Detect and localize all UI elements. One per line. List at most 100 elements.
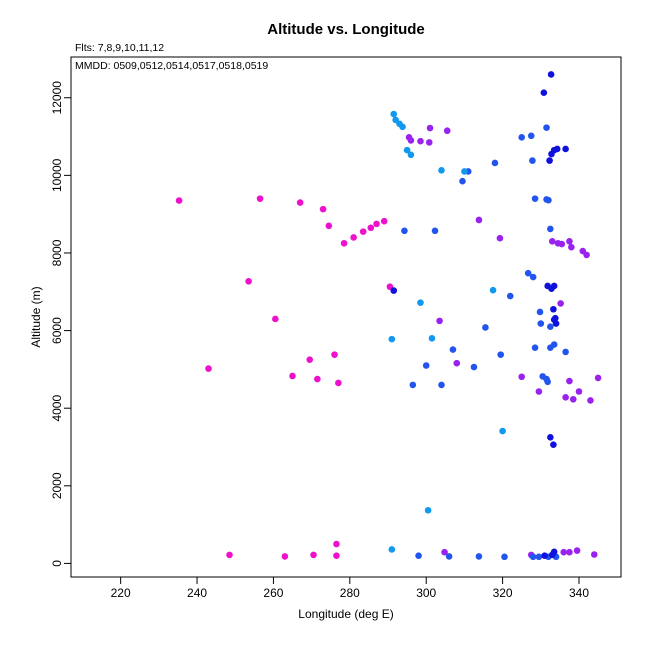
data-point	[390, 287, 398, 294]
data-point	[548, 238, 556, 245]
data-point	[399, 123, 406, 131]
data-point	[529, 273, 537, 281]
data-point	[535, 553, 543, 561]
data-point	[566, 238, 573, 245]
data-point	[340, 239, 348, 247]
plot-frame	[70, 56, 622, 578]
x-tick-label: 300	[416, 586, 436, 600]
x-tick-label: 280	[340, 586, 360, 600]
data-point	[550, 282, 558, 290]
data-point	[491, 159, 499, 167]
data-point	[573, 547, 581, 554]
data-point	[449, 346, 457, 353]
data-point	[461, 168, 468, 175]
y-axis: 0 2000 4000 6000 8000 10000 12000	[50, 81, 71, 567]
data-point	[566, 548, 573, 556]
data-point	[445, 553, 453, 560]
data-point	[518, 373, 525, 381]
data-point	[518, 134, 525, 141]
data-point	[552, 314, 559, 322]
data-points	[175, 71, 602, 561]
data-point	[550, 548, 558, 556]
data-point	[335, 379, 342, 387]
data-point	[390, 110, 398, 118]
data-point	[499, 427, 506, 435]
data-point	[428, 335, 436, 342]
data-point	[531, 195, 539, 202]
data-point	[550, 441, 557, 448]
data-point	[535, 388, 543, 395]
x-tick-label: 260	[263, 586, 283, 600]
data-point	[281, 553, 289, 560]
data-point	[568, 243, 575, 251]
data-point	[333, 540, 340, 548]
data-point	[388, 335, 396, 343]
data-point	[359, 228, 367, 235]
data-point	[256, 195, 264, 202]
data-point	[547, 323, 554, 331]
data-point	[489, 286, 497, 294]
data-point	[310, 551, 317, 559]
y-tick-label: 10000	[50, 158, 64, 192]
data-point	[547, 433, 554, 441]
data-point	[575, 388, 583, 395]
data-point	[550, 305, 557, 313]
data-point	[314, 375, 321, 383]
data-point	[547, 225, 554, 233]
data-point	[296, 199, 304, 206]
data-point	[546, 157, 553, 164]
data-point	[401, 227, 408, 235]
data-point	[245, 277, 252, 285]
data-point	[407, 151, 415, 159]
data-point	[319, 205, 327, 213]
data-point	[543, 124, 550, 131]
data-point	[367, 224, 375, 232]
flights-annotation: Flts: 7,8,9,10,11,12	[75, 42, 164, 54]
data-point	[497, 351, 504, 358]
data-point	[289, 372, 296, 380]
x-tick-label: 220	[111, 586, 131, 600]
data-point	[443, 127, 451, 135]
data-point	[333, 552, 340, 559]
data-point	[529, 157, 536, 164]
data-point	[569, 395, 577, 403]
data-point	[594, 374, 602, 382]
data-point	[388, 546, 396, 553]
chart-title: Altitude vs. Longitude	[267, 21, 425, 38]
y-tick-label: 6000	[50, 317, 64, 344]
data-point	[441, 548, 448, 556]
data-point	[438, 381, 445, 389]
data-point	[482, 324, 489, 331]
data-point	[544, 378, 551, 386]
x-axis-label: Longitude (deg E)	[298, 607, 393, 621]
data-point	[527, 132, 535, 140]
data-point	[506, 292, 514, 300]
data-point	[475, 553, 483, 560]
data-point	[272, 315, 279, 323]
data-point	[453, 359, 461, 367]
data-point	[566, 377, 573, 385]
data-point	[426, 124, 434, 132]
data-point	[407, 137, 415, 144]
data-point	[553, 145, 561, 153]
data-point	[205, 365, 212, 372]
y-tick-label: 2000	[50, 472, 64, 499]
y-tick-label: 4000	[50, 395, 64, 422]
data-point	[545, 196, 552, 204]
data-point	[547, 71, 555, 78]
data-point	[475, 216, 483, 224]
data-point	[529, 553, 537, 561]
dates-annotation: MMDD: 0509,0512,0514,0517,0518,0519	[75, 60, 268, 72]
data-point	[438, 167, 445, 174]
x-tick-label: 340	[569, 586, 589, 600]
data-point	[590, 551, 598, 558]
data-point	[558, 240, 566, 248]
data-point	[436, 317, 443, 325]
data-point	[350, 234, 357, 241]
data-point	[496, 234, 504, 242]
data-point	[417, 137, 424, 145]
x-tick-label: 240	[187, 586, 207, 600]
data-point	[583, 251, 590, 259]
data-point	[541, 552, 548, 559]
